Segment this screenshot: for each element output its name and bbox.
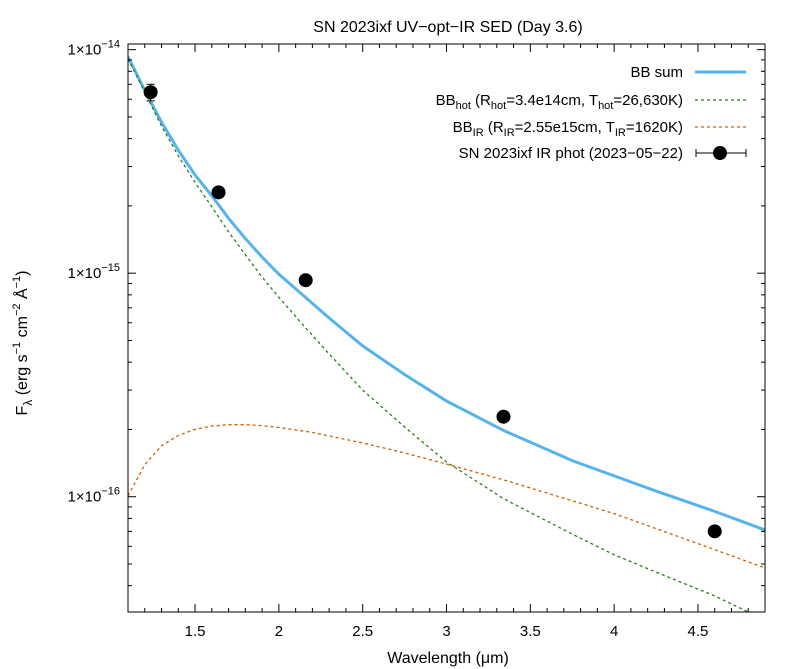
legend-label-bb_ir: BBIR (RIR=2.55e15cm, TIR=1620K)	[453, 119, 683, 139]
y-tick-label: 1×10−15	[68, 262, 120, 282]
x-tick-label: 1.5	[185, 623, 206, 640]
chart-title: SN 2023ixf UV−opt−IR SED (Day 3.6)	[313, 19, 582, 36]
series-line-bb_hot	[128, 58, 749, 612]
y-tick-label: 1×10−14	[68, 39, 120, 59]
plot-area	[128, 56, 765, 612]
data-point-3	[496, 409, 511, 424]
legend-label-bb_sum: BB sum	[630, 64, 683, 81]
data-point-4	[707, 524, 722, 539]
y-axis-label: Fλ (erg s−1 cm−2 Å−1)	[11, 271, 35, 416]
data-point-2	[298, 273, 313, 288]
y-tick-label: 1×10−16	[68, 486, 120, 506]
x-axis-label: Wavelength (μm)	[387, 650, 509, 667]
legend-label-bb_hot: BBhot (Rhot=3.4e14cm, Thot=26,630K)	[436, 92, 683, 112]
legend-label-ir_phot: SN 2023ixf IR phot (2023−05−22)	[459, 145, 683, 162]
x-tick-label: 2.5	[352, 623, 373, 640]
x-tick-label: 4	[610, 623, 618, 640]
series-line-bb_sum	[128, 56, 765, 532]
x-tick-label: 2	[275, 623, 283, 640]
data-point-1	[211, 185, 226, 200]
x-tick-label: 4.5	[688, 623, 709, 640]
data-point-0	[143, 85, 158, 100]
x-tick-label: 3.5	[520, 623, 541, 640]
legend: BB sum BBhot (Rhot=3.4e14cm, Thot=26,630K…	[436, 64, 747, 162]
x-tick-label: 3	[442, 623, 450, 640]
legend-swatch-ir_phot	[713, 146, 727, 160]
series-line-bb_ir	[128, 424, 765, 569]
axes: 1.5 2 2.5 3 3.5 4 4.5 1×10−14 1×10−15 1×10−16	[68, 39, 766, 640]
